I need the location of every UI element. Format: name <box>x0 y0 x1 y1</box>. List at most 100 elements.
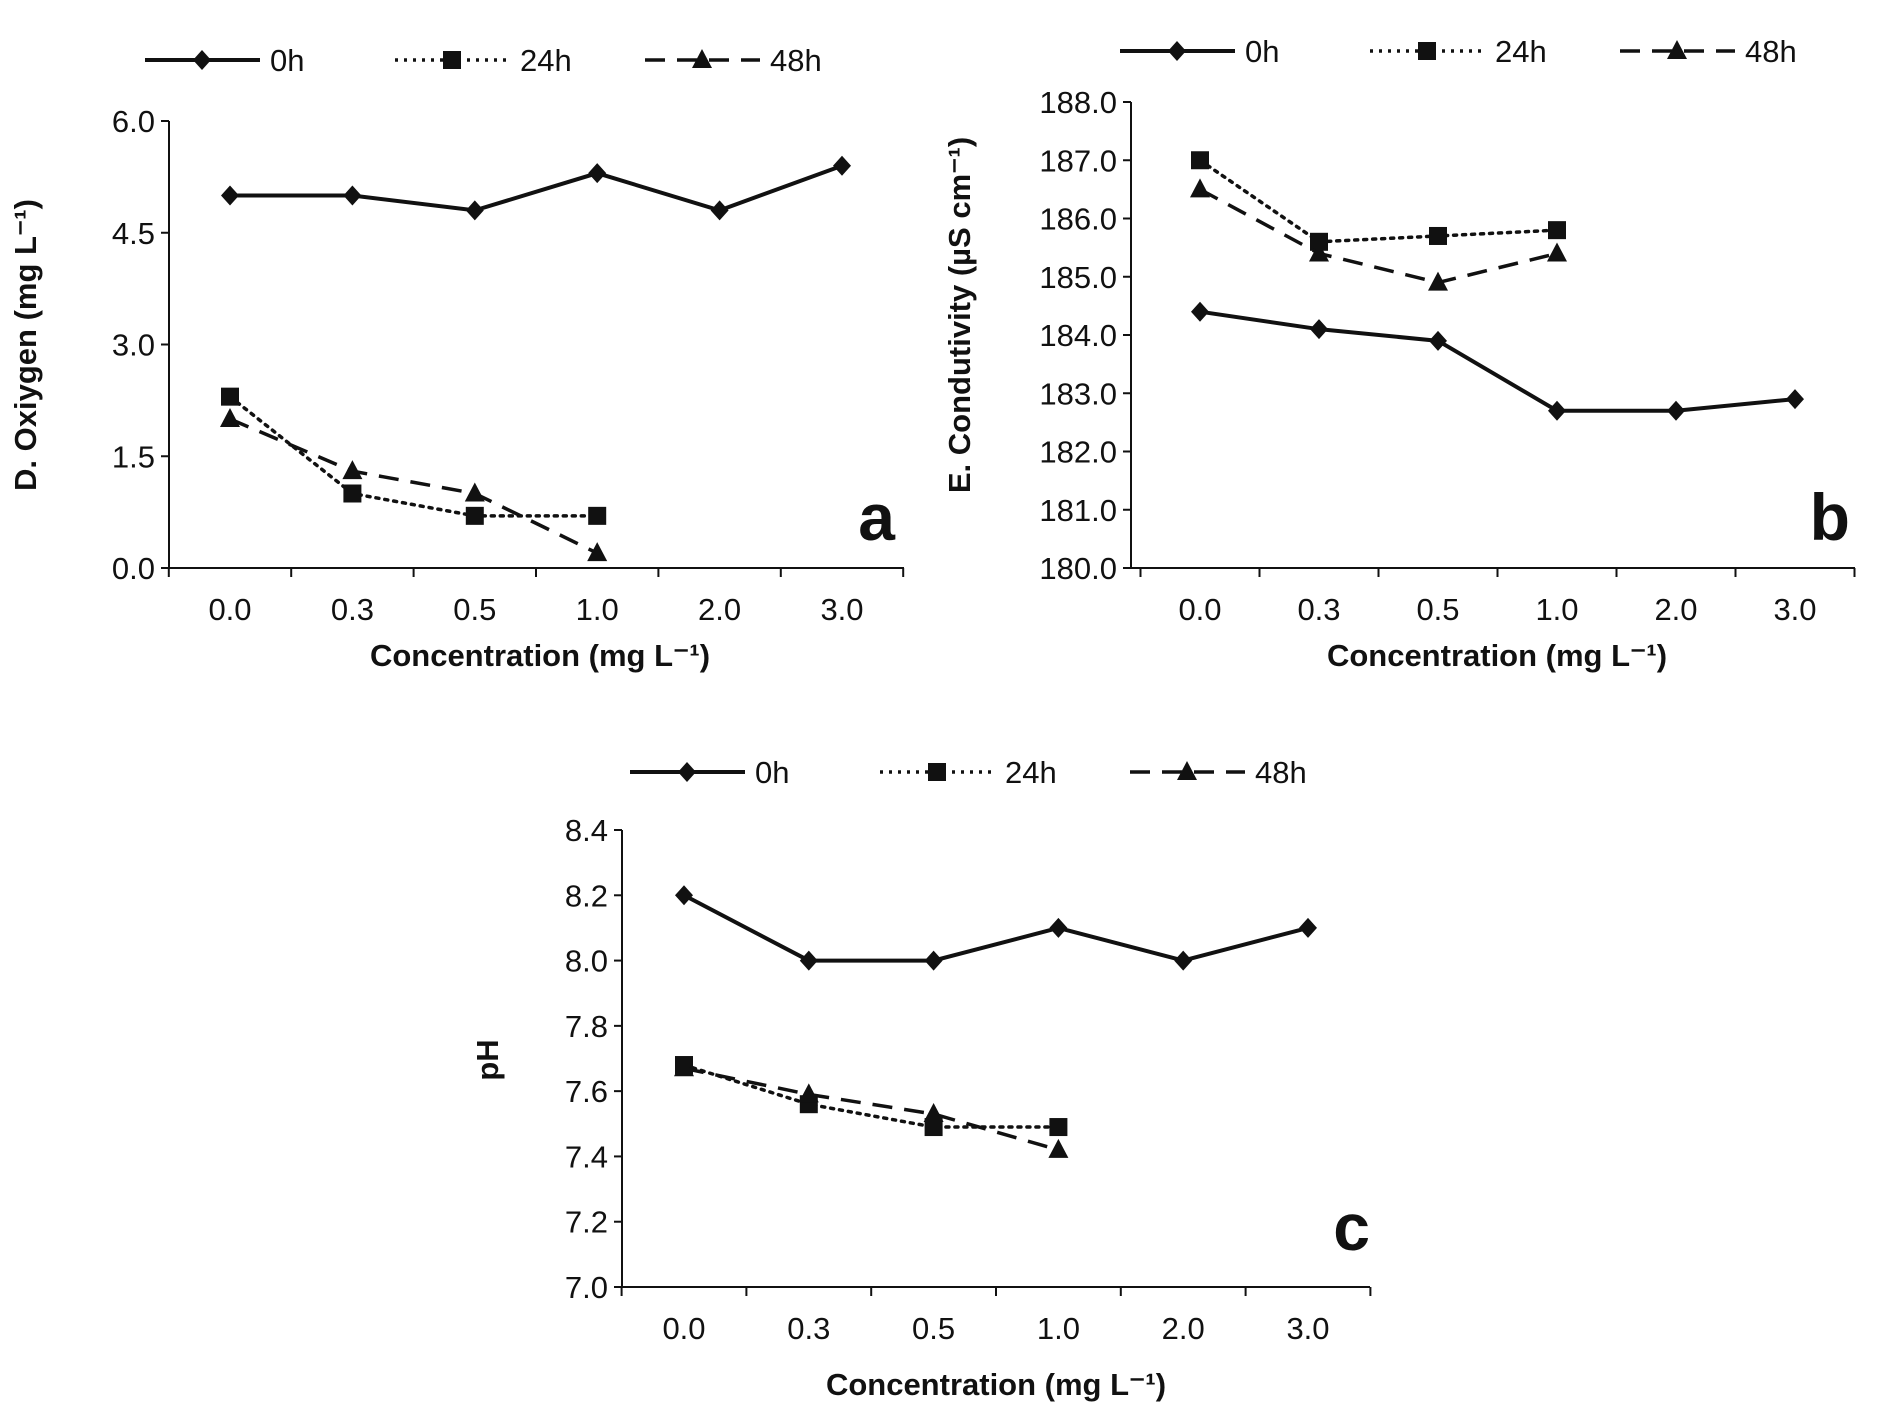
series-line <box>230 163 843 213</box>
legend-marker-square-icon <box>928 763 946 781</box>
legend-marker-triangle-icon <box>692 49 712 68</box>
y-tick-label: 184.0 <box>1039 318 1117 353</box>
panel-label: b <box>1810 480 1850 554</box>
legend-label: 48h <box>1745 34 1797 69</box>
panel-label: c <box>1333 1190 1370 1264</box>
data-point <box>464 482 485 502</box>
panel-label: a <box>858 480 896 554</box>
x-tick-label: 1.0 <box>576 592 619 627</box>
legend-label: 48h <box>1255 755 1307 790</box>
series-48h <box>674 1057 1069 1158</box>
x-tick-label: 3.0 <box>1286 1311 1329 1346</box>
series-line <box>682 1063 1061 1129</box>
series-0h <box>1191 301 1804 421</box>
y-tick-label: 186.0 <box>1039 202 1117 237</box>
x-tick-label: 2.0 <box>1654 592 1697 627</box>
series-line <box>1199 187 1558 285</box>
legend-label: 24h <box>520 43 572 78</box>
data-point <box>798 1083 819 1103</box>
x-tick-label: 0.0 <box>1178 592 1221 627</box>
legend-marker-diamond-icon <box>1168 41 1186 61</box>
y-tick-label: 4.5 <box>112 216 155 251</box>
data-point <box>799 950 818 971</box>
legend-marker-diamond-icon <box>678 762 696 782</box>
data-point <box>1048 1138 1069 1158</box>
y-tick-label: 8.0 <box>565 944 608 979</box>
x-tick-label: 1.0 <box>1037 1311 1080 1346</box>
series-line <box>1198 158 1559 244</box>
data-point <box>343 484 362 503</box>
x-tick-label: 0.3 <box>331 592 374 627</box>
legend-marker-diamond-icon <box>193 50 211 70</box>
data-point <box>220 408 240 427</box>
y-tick-label: 183.0 <box>1039 376 1117 411</box>
series-24h <box>1191 151 1566 251</box>
legend-item-0h: 0h <box>630 755 789 790</box>
data-point <box>923 1102 944 1122</box>
y-tick-label: 7.0 <box>565 1270 608 1305</box>
data-point <box>1049 1118 1068 1137</box>
y-tick-label: 181.0 <box>1039 493 1117 528</box>
y-tick-label: 185.0 <box>1039 260 1117 295</box>
legend-marker-square-icon <box>1418 42 1436 60</box>
data-point <box>588 163 607 184</box>
legend-item-24h: 24h <box>880 755 1057 790</box>
data-point <box>465 506 484 525</box>
legend-item-48h: 48h <box>645 43 822 78</box>
series-line <box>1199 309 1796 413</box>
legend-item-24h: 24h <box>395 43 572 78</box>
data-point <box>1547 242 1567 262</box>
data-point <box>1429 226 1447 245</box>
series-0h <box>675 885 1317 971</box>
x-tick-label: 2.0 <box>698 592 741 627</box>
x-tick-label: 0.5 <box>1416 592 1459 627</box>
y-tick-label: 3.0 <box>112 328 155 363</box>
x-tick-label: 3.0 <box>820 592 863 627</box>
data-point <box>221 387 239 406</box>
data-point <box>343 185 362 206</box>
data-point <box>587 542 608 562</box>
data-point <box>924 1118 943 1137</box>
data-point <box>588 506 607 525</box>
data-point <box>1190 178 1210 198</box>
legend-label: 48h <box>770 43 822 78</box>
series-48h <box>220 408 608 562</box>
data-point <box>1191 301 1209 322</box>
data-point <box>1429 330 1447 351</box>
y-tick-label: 0.0 <box>112 551 155 586</box>
legend-label: 24h <box>1495 34 1547 69</box>
series-24h <box>221 387 607 525</box>
x-axis-label: Concentration (mg L⁻¹) <box>1327 638 1667 673</box>
y-tick-label: 187.0 <box>1039 143 1117 178</box>
legend-marker-square-icon <box>443 51 461 69</box>
data-point <box>1786 389 1804 410</box>
chart-panel-b: 180.0 181.0 182.0 183.0 184.0 185.0 186.0 187.0… <box>942 34 1856 673</box>
data-point <box>1299 917 1317 938</box>
legend-item-24h: 24h <box>1370 34 1547 69</box>
y-tick-label: 8.4 <box>565 813 608 848</box>
x-tick-label: 0.3 <box>1297 592 1340 627</box>
series-24h <box>675 1056 1068 1137</box>
x-tick-label: 1.0 <box>1535 592 1578 627</box>
series-line <box>683 893 1309 963</box>
y-axis-label: E. Condutivity (µS cm⁻¹) <box>942 137 977 493</box>
y-axis-label: D. Oxiygen (mg L⁻¹) <box>8 199 43 491</box>
y-tick-label: 6.0 <box>112 104 155 139</box>
data-point <box>342 460 363 480</box>
y-tick-label: 7.4 <box>565 1139 608 1174</box>
x-axis-label: Concentration (mg L⁻¹) <box>826 1367 1166 1402</box>
chart-panel-a: 0.0 1.5 3.0 4.5 6.0 0.0 0.3 0.5 1.0 2.0 3.0 Concent… <box>8 43 905 673</box>
data-point <box>1174 950 1193 971</box>
legend-item-48h: 48h <box>1130 755 1307 790</box>
data-point <box>675 885 693 906</box>
legend-label: 0h <box>270 43 304 78</box>
data-point <box>1310 319 1328 340</box>
y-tick-label: 7.2 <box>565 1205 608 1240</box>
y-tick-label: 182.0 <box>1039 435 1117 470</box>
data-point <box>833 155 851 176</box>
legend-item-48h: 48h <box>1620 34 1797 69</box>
data-point <box>465 200 484 221</box>
data-point <box>1428 271 1448 291</box>
x-tick-label: 3.0 <box>1773 592 1816 627</box>
